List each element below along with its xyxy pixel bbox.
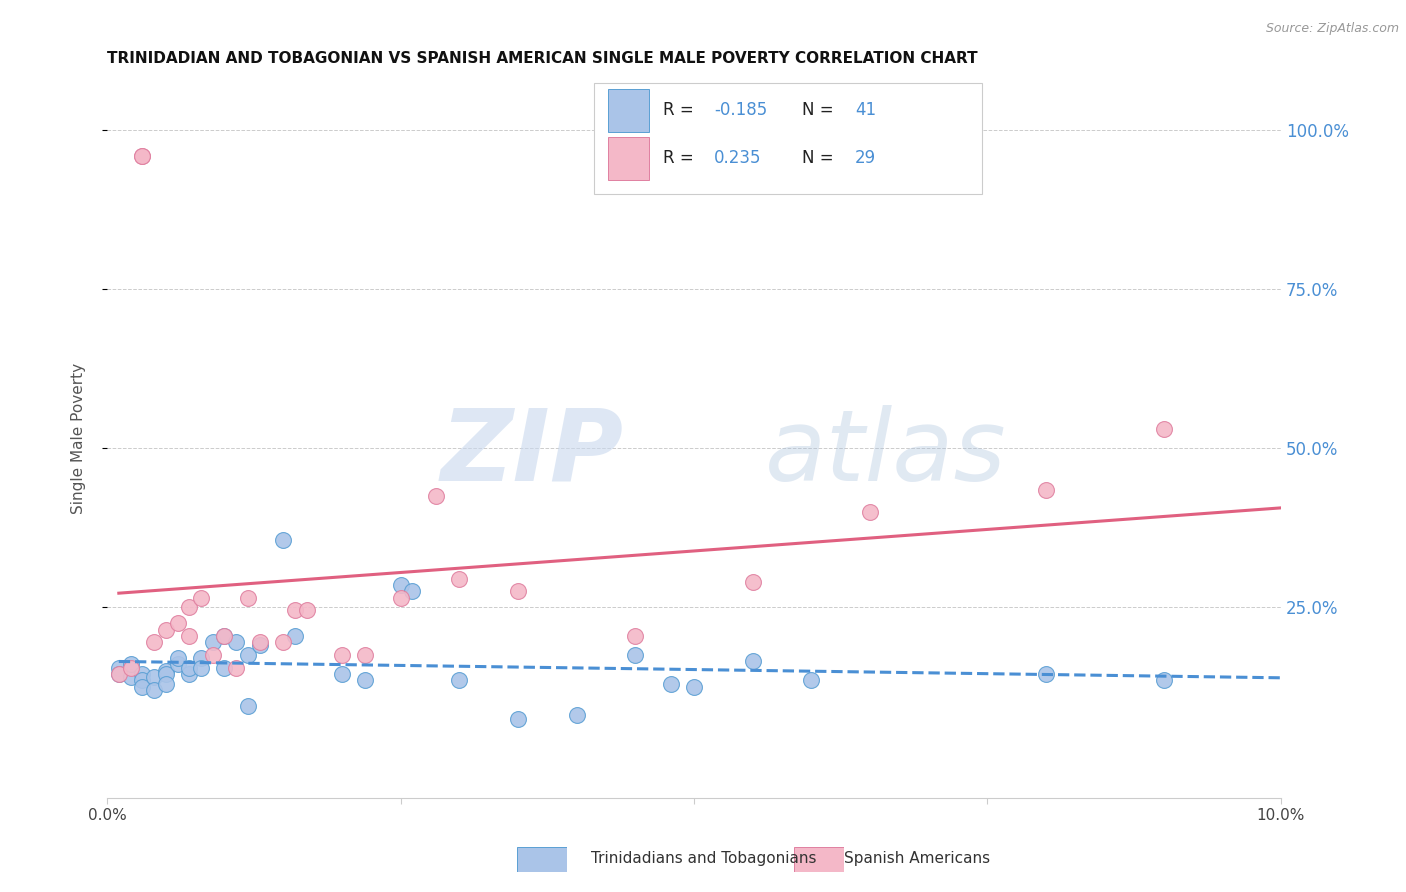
- Point: [131, 673, 153, 688]
- Point: [179, 661, 201, 675]
- Point: [225, 661, 247, 675]
- Point: [155, 676, 177, 690]
- Text: R =: R =: [664, 102, 700, 120]
- Point: [179, 600, 201, 615]
- Point: [143, 670, 166, 684]
- Point: [506, 584, 529, 599]
- Text: N =: N =: [801, 149, 839, 168]
- Point: [201, 635, 224, 649]
- Point: [225, 635, 247, 649]
- Point: [506, 712, 529, 726]
- Point: [131, 149, 153, 163]
- Point: [330, 648, 353, 662]
- Point: [214, 661, 236, 675]
- Point: [131, 149, 153, 163]
- Point: [201, 648, 224, 662]
- Text: 29: 29: [855, 149, 876, 168]
- Point: [166, 651, 188, 665]
- Point: [120, 657, 142, 672]
- Text: atlas: atlas: [765, 405, 1007, 501]
- Point: [1035, 483, 1057, 497]
- Point: [249, 639, 271, 653]
- Point: [330, 667, 353, 681]
- Point: [271, 533, 294, 548]
- Point: [354, 673, 377, 688]
- Point: [166, 616, 188, 631]
- Point: [659, 676, 682, 690]
- Point: [155, 623, 177, 637]
- Point: [179, 667, 201, 681]
- Point: [236, 591, 259, 605]
- Point: [143, 635, 166, 649]
- Point: [624, 629, 647, 643]
- Point: [214, 629, 236, 643]
- Text: TRINIDADIAN AND TOBAGONIAN VS SPANISH AMERICAN SINGLE MALE POVERTY CORRELATION C: TRINIDADIAN AND TOBAGONIAN VS SPANISH AM…: [107, 51, 977, 66]
- Point: [249, 635, 271, 649]
- Point: [284, 603, 307, 617]
- Point: [389, 578, 412, 592]
- Point: [1035, 667, 1057, 681]
- Y-axis label: Single Male Poverty: Single Male Poverty: [72, 363, 86, 515]
- Point: [271, 635, 294, 649]
- Point: [190, 591, 212, 605]
- Text: Trinidadians and Tobagonians: Trinidadians and Tobagonians: [591, 851, 815, 865]
- Text: 0.235: 0.235: [714, 149, 762, 168]
- Text: R =: R =: [664, 149, 700, 168]
- Point: [131, 680, 153, 694]
- Point: [449, 572, 471, 586]
- Point: [1153, 422, 1175, 436]
- Point: [624, 648, 647, 662]
- Point: [108, 667, 131, 681]
- Point: [401, 584, 423, 599]
- Point: [236, 698, 259, 713]
- Point: [108, 661, 131, 675]
- Point: [425, 489, 447, 503]
- Point: [389, 591, 412, 605]
- Point: [741, 654, 763, 668]
- Point: [166, 657, 188, 672]
- Point: [1153, 673, 1175, 688]
- Point: [449, 673, 471, 688]
- FancyBboxPatch shape: [609, 136, 650, 180]
- Text: ZIP: ZIP: [440, 405, 624, 501]
- Text: -0.185: -0.185: [714, 102, 768, 120]
- Point: [214, 629, 236, 643]
- Point: [155, 667, 177, 681]
- Point: [131, 667, 153, 681]
- Point: [236, 648, 259, 662]
- Point: [120, 661, 142, 675]
- Point: [179, 629, 201, 643]
- Point: [683, 680, 706, 694]
- Point: [800, 673, 823, 688]
- FancyBboxPatch shape: [609, 88, 650, 132]
- Point: [143, 682, 166, 697]
- Text: 41: 41: [855, 102, 876, 120]
- Point: [108, 667, 131, 681]
- FancyBboxPatch shape: [595, 83, 981, 194]
- Point: [354, 648, 377, 662]
- Text: Spanish Americans: Spanish Americans: [844, 851, 990, 865]
- Point: [155, 664, 177, 678]
- Point: [120, 670, 142, 684]
- Point: [295, 603, 318, 617]
- Point: [284, 629, 307, 643]
- Text: Source: ZipAtlas.com: Source: ZipAtlas.com: [1265, 22, 1399, 36]
- Point: [190, 661, 212, 675]
- Point: [741, 574, 763, 589]
- Point: [859, 505, 882, 519]
- Point: [565, 708, 588, 723]
- Text: N =: N =: [801, 102, 839, 120]
- Point: [190, 651, 212, 665]
